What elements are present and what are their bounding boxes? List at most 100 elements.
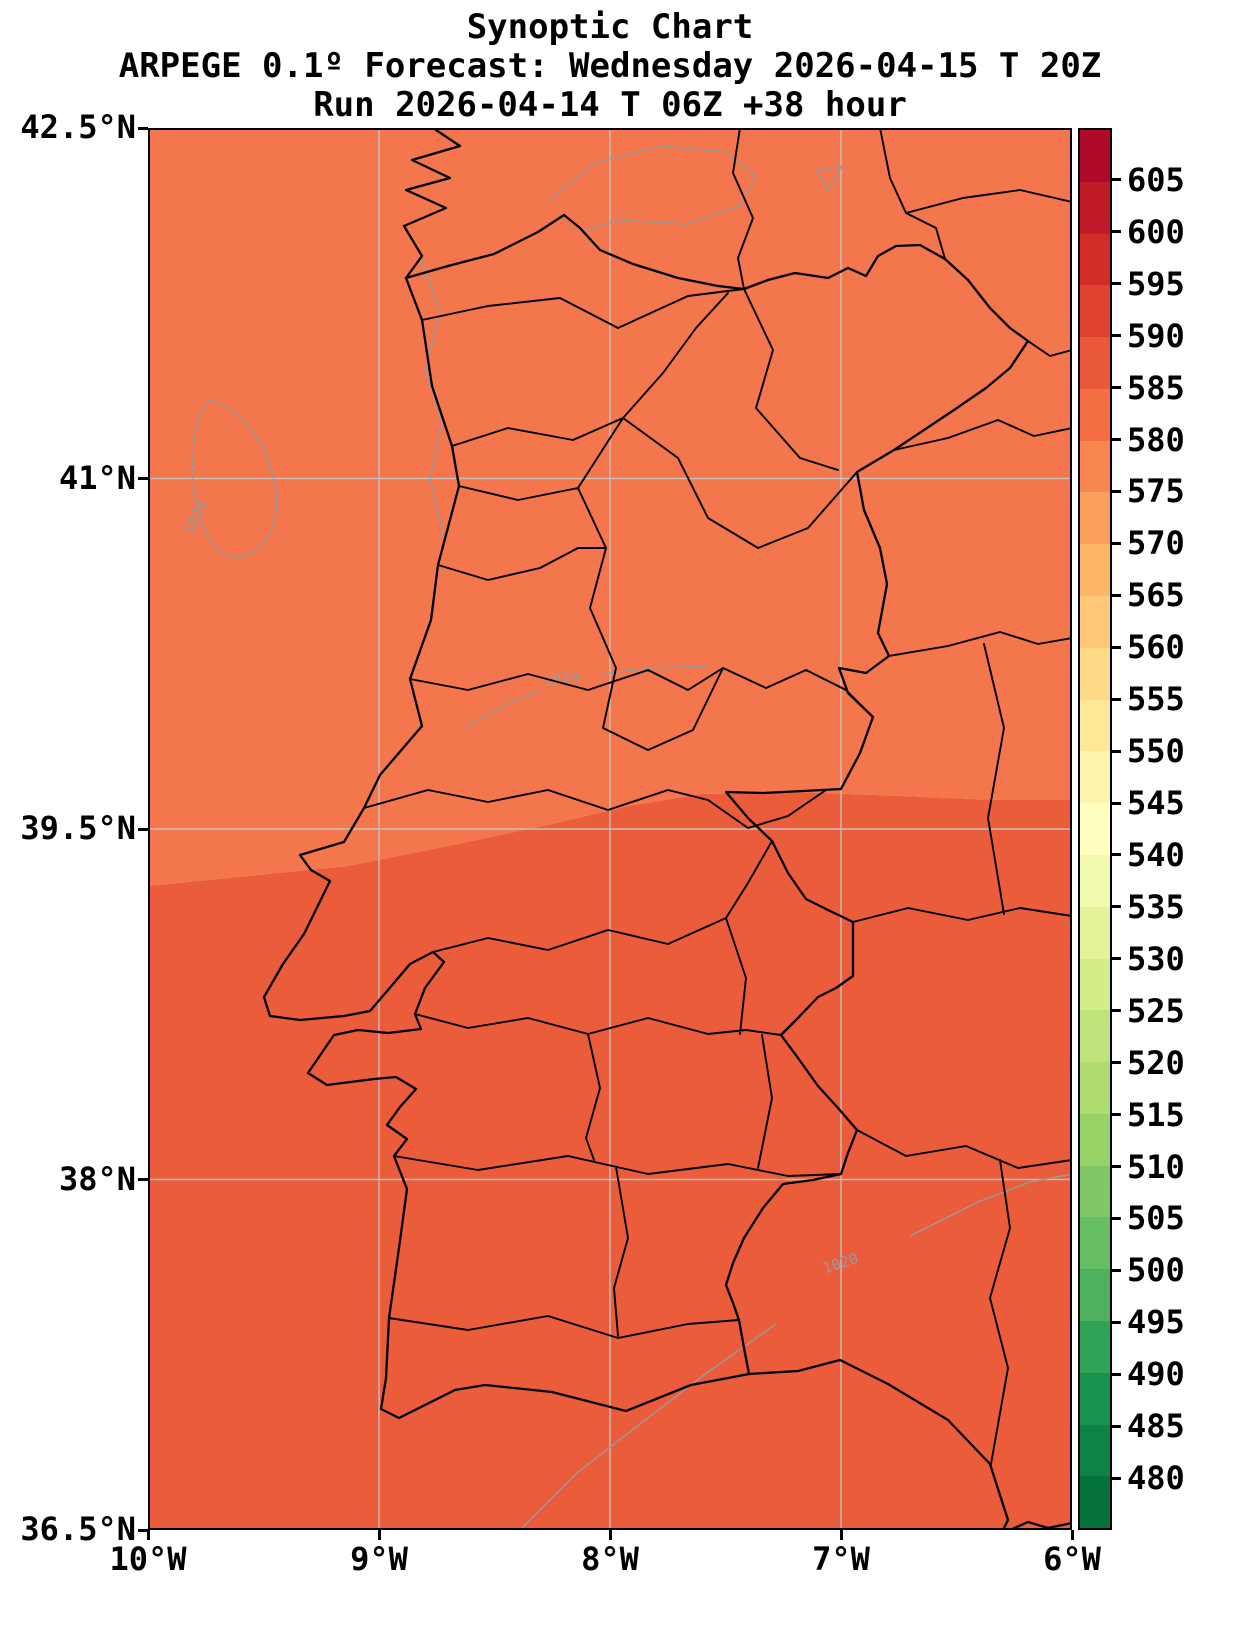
x-axis-tick bbox=[377, 1530, 381, 1540]
colorbar-tick bbox=[1112, 801, 1121, 805]
x-axis-tick bbox=[608, 1530, 612, 1540]
colorbar-tick-label: 525 bbox=[1127, 991, 1185, 1030]
colorbar-segment bbox=[1080, 751, 1110, 804]
colorbar-segment bbox=[1080, 1372, 1110, 1425]
colorbar-segment bbox=[1080, 906, 1110, 959]
colorbar-segment bbox=[1080, 958, 1110, 1011]
colorbar-tick bbox=[1112, 1165, 1121, 1169]
colorbar-tick bbox=[1112, 957, 1121, 961]
colorbar-tick bbox=[1112, 178, 1121, 182]
x-axis-tick bbox=[146, 1530, 150, 1540]
colorbar-tick-label: 580 bbox=[1127, 420, 1185, 459]
chart-run-line: Run 2026-04-14 T 06Z +38 hour bbox=[313, 85, 907, 125]
colorbar-tick bbox=[1112, 1009, 1121, 1013]
colorbar-tick-label: 605 bbox=[1127, 160, 1185, 199]
plot-frame bbox=[148, 128, 1072, 1530]
colorbar-tick-label: 585 bbox=[1127, 368, 1185, 407]
colorbar-segment bbox=[1080, 285, 1110, 338]
colorbar-tick-label: 480 bbox=[1127, 1459, 1185, 1498]
chart-subtitle: ARPEGE 0.1º Forecast: Wednesday 2026-04-… bbox=[118, 46, 1102, 86]
colorbar-tick-label: 545 bbox=[1127, 784, 1185, 823]
colorbar-tick bbox=[1112, 1061, 1121, 1065]
x-axis-tick-label: 8°W bbox=[581, 1540, 639, 1578]
colorbar bbox=[1078, 128, 1112, 1530]
colorbar-segment bbox=[1080, 544, 1110, 597]
colorbar-tick-label: 530 bbox=[1127, 939, 1185, 978]
colorbar-segment bbox=[1080, 596, 1110, 648]
colorbar-tick bbox=[1112, 489, 1121, 493]
colorbar-tick-label: 515 bbox=[1127, 1095, 1185, 1134]
y-axis-tick-label: 42.5°N bbox=[20, 108, 136, 147]
colorbar-tick bbox=[1112, 645, 1121, 649]
colorbar-tick-label: 535 bbox=[1127, 887, 1185, 926]
colorbar-segment bbox=[1080, 388, 1110, 441]
colorbar-tick-label: 570 bbox=[1127, 524, 1185, 563]
colorbar-tick bbox=[1112, 1476, 1121, 1480]
colorbar-tick bbox=[1112, 749, 1121, 753]
colorbar-tick-label: 595 bbox=[1127, 264, 1185, 303]
y-axis-tick bbox=[138, 126, 148, 130]
colorbar-segment bbox=[1080, 337, 1110, 389]
colorbar-gradient bbox=[1080, 130, 1110, 1529]
coastline bbox=[262, 126, 1074, 1532]
colorbar-tick bbox=[1112, 230, 1121, 234]
colorbar-tick-label: 600 bbox=[1127, 212, 1185, 251]
synoptic-map: 1024 1024 1020 bbox=[148, 126, 1074, 1532]
colorbar-tick-label: 540 bbox=[1127, 835, 1185, 874]
country-border bbox=[404, 213, 1030, 1376]
colorbar-segment bbox=[1080, 1217, 1110, 1270]
colorbar-tick-label: 565 bbox=[1127, 576, 1185, 615]
colorbar-tick-label: 495 bbox=[1127, 1303, 1185, 1342]
y-axis-tick bbox=[138, 1528, 148, 1532]
y-axis-tick-label: 39.5°N bbox=[20, 809, 136, 848]
colorbar-segment bbox=[1080, 647, 1110, 700]
map-plot-area: 1024 1024 1020 bbox=[148, 126, 1074, 1532]
x-axis-tick-label: 6°W bbox=[1043, 1540, 1101, 1578]
colorbar-tick bbox=[1112, 541, 1121, 545]
colorbar-tick bbox=[1112, 386, 1121, 390]
y-axis-tick bbox=[138, 477, 148, 480]
colorbar-tick-label: 520 bbox=[1127, 1043, 1185, 1082]
colorbar-tick-label: 550 bbox=[1127, 732, 1185, 771]
colorbar-tick-label: 490 bbox=[1127, 1355, 1185, 1394]
colorbar-tick bbox=[1112, 1268, 1121, 1272]
colorbar-tick-label: 485 bbox=[1127, 1407, 1185, 1446]
x-axis-tick-label: 7°W bbox=[812, 1540, 870, 1578]
colorbar-tick bbox=[1112, 1113, 1121, 1117]
colorbar-segment bbox=[1080, 854, 1110, 907]
colorbar-segment bbox=[1080, 1476, 1110, 1529]
colorbar-tick bbox=[1112, 1320, 1121, 1324]
colorbar-segment bbox=[1080, 1113, 1110, 1166]
colorbar-tick-label: 505 bbox=[1127, 1199, 1185, 1238]
colorbar-segment bbox=[1080, 699, 1110, 752]
colorbar-tick bbox=[1112, 697, 1121, 701]
colorbar-tick bbox=[1112, 438, 1121, 442]
colorbar-tick-label: 590 bbox=[1127, 316, 1185, 355]
y-axis-tick bbox=[138, 1178, 148, 1181]
x-axis-tick-label: 10°W bbox=[109, 1540, 187, 1578]
y-axis-tick-label: 38°N bbox=[58, 1159, 136, 1198]
colorbar-segment bbox=[1080, 803, 1110, 855]
x-axis-tick-label: 9°W bbox=[350, 1540, 408, 1578]
colorbar-tick-label: 560 bbox=[1127, 628, 1185, 667]
colorbar-segment bbox=[1080, 1269, 1110, 1321]
colorbar-segment bbox=[1080, 181, 1110, 234]
x-axis-tick bbox=[839, 1530, 843, 1540]
isobar-contours bbox=[192, 145, 1073, 1531]
colorbar-segment bbox=[1080, 1062, 1110, 1114]
colorbar-tick bbox=[1112, 1424, 1121, 1428]
colorbar-tick-label: 510 bbox=[1127, 1147, 1185, 1186]
colorbar-segment bbox=[1080, 1320, 1110, 1373]
chart-title: Synoptic Chart bbox=[466, 7, 754, 47]
colorbar-segment bbox=[1080, 492, 1110, 545]
colorbar-tick bbox=[1112, 1216, 1121, 1220]
province-boundaries bbox=[732, 127, 1073, 1465]
district-boundaries bbox=[363, 288, 874, 1339]
colorbar-segment bbox=[1080, 130, 1110, 182]
colorbar-tick-label: 500 bbox=[1127, 1251, 1185, 1290]
x-axis-tick bbox=[1070, 1530, 1074, 1540]
y-axis-tick bbox=[138, 827, 148, 831]
colorbar-tick-label: 555 bbox=[1127, 680, 1185, 719]
colorbar-segment bbox=[1080, 233, 1110, 286]
